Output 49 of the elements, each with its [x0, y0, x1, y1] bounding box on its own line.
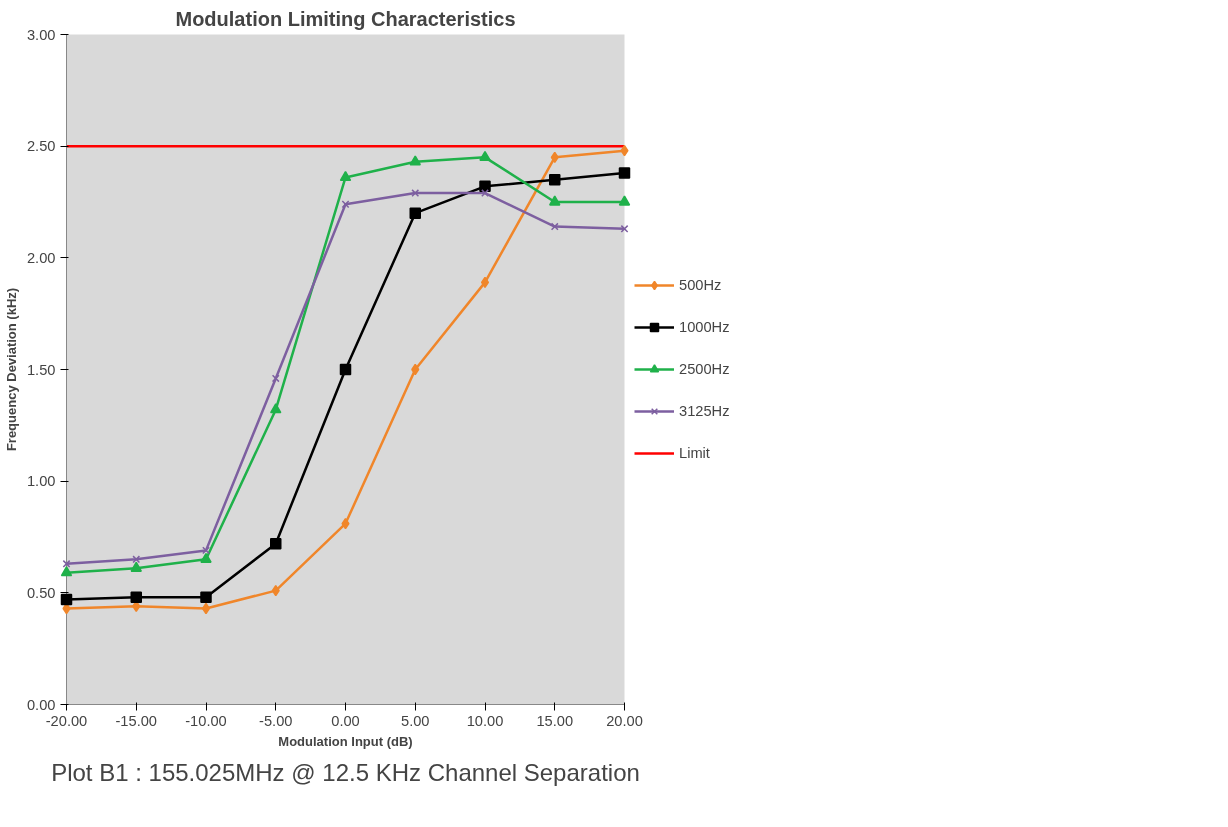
point — [271, 374, 280, 383]
point — [201, 602, 211, 615]
legend-label: 500Hz — [679, 277, 722, 293]
x-tick-label: -10.00 — [185, 712, 227, 729]
point — [200, 552, 212, 563]
point — [409, 207, 421, 219]
legend-label: 3125Hz — [679, 403, 730, 419]
point — [480, 276, 490, 289]
point — [409, 155, 421, 166]
point — [549, 195, 561, 206]
text: Plot B1 : 155.025MHz @ 12.5 KHz Channel Separation — [51, 758, 640, 786]
point — [270, 403, 282, 414]
point — [411, 189, 420, 197]
point — [618, 167, 631, 179]
legend-label: Limit — [679, 445, 710, 461]
y-tick-label: 0.00 — [26, 696, 56, 713]
point — [200, 591, 212, 604]
x-tick-label: -5.00 — [259, 712, 293, 729]
y-tick-label: 1.00 — [26, 473, 56, 490]
point — [341, 200, 350, 209]
y-tick-label: 1.50 — [26, 361, 56, 378]
legend-label: 1000Hz — [679, 319, 730, 335]
point — [130, 561, 142, 572]
y-tick-label: 0.50 — [26, 584, 56, 601]
x-tick-label: 15.00 — [536, 712, 574, 729]
y-tick-label: 2.50 — [26, 138, 56, 155]
point — [339, 363, 352, 376]
x-tick-label: -20.00 — [45, 712, 88, 729]
point — [549, 173, 561, 186]
legend-label: 2500Hz — [679, 361, 730, 377]
x-tick-label: 5.00 — [400, 712, 430, 729]
x-tick-label: -15.00 — [115, 712, 158, 729]
point — [60, 593, 73, 606]
x-tick-label: 0.00 — [331, 712, 360, 729]
x-tick-label: 20.00 — [606, 712, 643, 729]
point — [130, 591, 142, 604]
y-tick-label: 3.00 — [26, 26, 56, 43]
x-axis-title: Modulation Input (dB) — [278, 733, 413, 749]
point — [339, 170, 352, 182]
point — [60, 566, 73, 577]
x-tick-label: 10.00 — [466, 712, 504, 729]
point — [479, 180, 491, 193]
point — [270, 537, 282, 550]
point — [618, 195, 631, 206]
y-axis-title: Frequency Deviation (kHz) — [3, 287, 19, 452]
y-tick-label: 2.00 — [26, 249, 56, 266]
point — [479, 150, 491, 161]
chart-title: Modulation Limiting Characteristics — [175, 7, 516, 30]
point — [481, 189, 489, 197]
